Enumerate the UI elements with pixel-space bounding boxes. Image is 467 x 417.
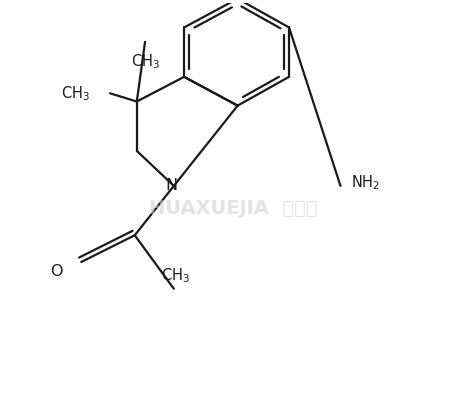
Text: HUAXUEJIA  科学加: HUAXUEJIA 科学加 xyxy=(149,199,318,218)
Text: CH$_3$: CH$_3$ xyxy=(162,267,191,286)
Text: NH$_2$: NH$_2$ xyxy=(351,173,380,192)
Text: N: N xyxy=(166,178,178,193)
Text: CH$_3$: CH$_3$ xyxy=(61,84,90,103)
Text: CH$_3$: CH$_3$ xyxy=(131,52,160,71)
Text: O: O xyxy=(50,264,63,279)
